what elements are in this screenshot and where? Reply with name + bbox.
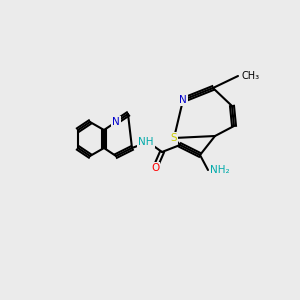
Text: NH: NH xyxy=(138,137,154,147)
Text: O: O xyxy=(151,163,159,173)
Text: NH₂: NH₂ xyxy=(210,165,230,175)
Text: N: N xyxy=(112,117,120,127)
Text: CH₃: CH₃ xyxy=(242,71,260,81)
Text: N: N xyxy=(179,95,187,105)
Text: S: S xyxy=(171,133,177,143)
